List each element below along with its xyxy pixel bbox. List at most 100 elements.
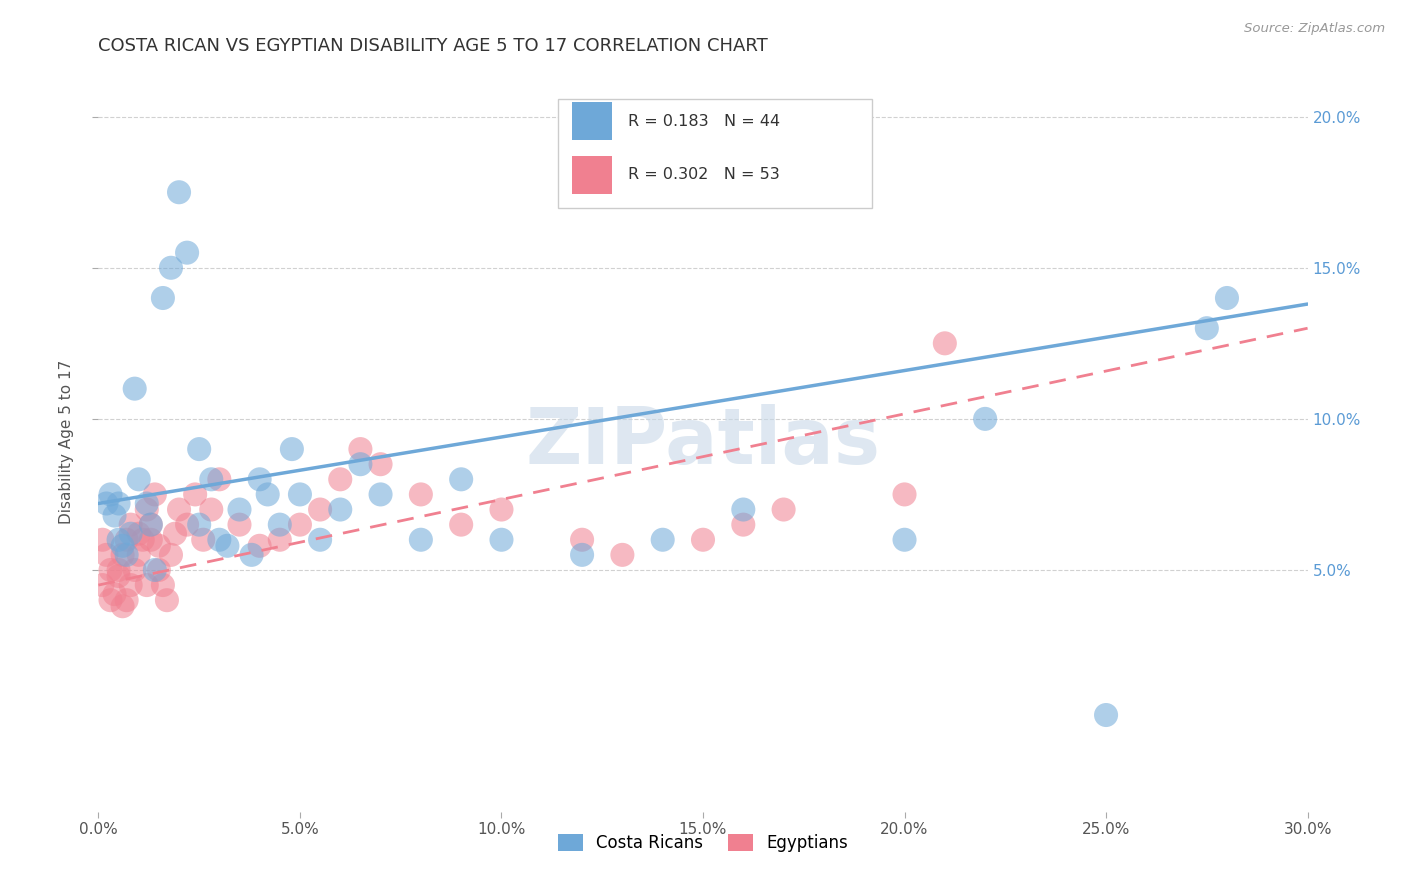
Point bbox=[309, 533, 332, 547]
Point bbox=[124, 382, 146, 396]
Point bbox=[893, 487, 915, 501]
Point bbox=[370, 487, 392, 501]
Point bbox=[91, 578, 114, 592]
Point bbox=[143, 563, 166, 577]
Point bbox=[893, 533, 915, 547]
Point bbox=[100, 487, 122, 501]
Point bbox=[450, 517, 472, 532]
Point bbox=[184, 487, 207, 501]
Point bbox=[135, 496, 157, 510]
Text: R = 0.183   N = 44: R = 0.183 N = 44 bbox=[628, 113, 780, 128]
Point bbox=[148, 539, 170, 553]
Point bbox=[100, 563, 122, 577]
Point bbox=[120, 578, 142, 592]
Point bbox=[612, 548, 634, 562]
Point bbox=[139, 533, 162, 547]
Text: ZIPatlas: ZIPatlas bbox=[526, 403, 880, 480]
Point bbox=[200, 502, 222, 516]
FancyBboxPatch shape bbox=[558, 99, 872, 209]
Point bbox=[772, 502, 794, 516]
Point bbox=[329, 472, 352, 486]
Point bbox=[111, 539, 134, 553]
Point bbox=[188, 517, 211, 532]
Point bbox=[176, 517, 198, 532]
Point bbox=[115, 548, 138, 562]
Point bbox=[107, 563, 129, 577]
Point bbox=[974, 412, 997, 426]
Point bbox=[120, 517, 142, 532]
Point bbox=[139, 517, 162, 532]
Point bbox=[132, 533, 155, 547]
Point bbox=[692, 533, 714, 547]
Point bbox=[208, 472, 231, 486]
Point bbox=[103, 587, 125, 601]
Point bbox=[111, 548, 134, 562]
Point bbox=[107, 533, 129, 547]
Point bbox=[571, 533, 593, 547]
Point bbox=[228, 502, 250, 516]
Point bbox=[188, 442, 211, 456]
Point bbox=[96, 548, 118, 562]
Point bbox=[491, 502, 513, 516]
Point bbox=[651, 533, 673, 547]
FancyBboxPatch shape bbox=[572, 102, 613, 140]
Point bbox=[193, 533, 215, 547]
Point bbox=[103, 508, 125, 523]
Point bbox=[491, 533, 513, 547]
Point bbox=[176, 245, 198, 260]
Point bbox=[100, 593, 122, 607]
Point bbox=[1216, 291, 1239, 305]
Point bbox=[107, 496, 129, 510]
Point bbox=[309, 502, 332, 516]
Point bbox=[111, 599, 134, 614]
Point bbox=[160, 260, 183, 275]
Point bbox=[160, 548, 183, 562]
Point bbox=[409, 487, 432, 501]
Point bbox=[115, 533, 138, 547]
Text: Source: ZipAtlas.com: Source: ZipAtlas.com bbox=[1244, 22, 1385, 36]
Legend: Costa Ricans, Egyptians: Costa Ricans, Egyptians bbox=[551, 828, 855, 859]
Point bbox=[934, 336, 956, 351]
Point bbox=[128, 548, 150, 562]
Point bbox=[240, 548, 263, 562]
Point bbox=[128, 526, 150, 541]
Point bbox=[349, 442, 371, 456]
Point bbox=[152, 291, 174, 305]
Point bbox=[115, 593, 138, 607]
Point bbox=[228, 517, 250, 532]
Point bbox=[249, 472, 271, 486]
Point bbox=[167, 502, 190, 516]
Point bbox=[124, 563, 146, 577]
Point bbox=[571, 548, 593, 562]
Point bbox=[128, 472, 150, 486]
Point bbox=[349, 457, 371, 471]
Point bbox=[450, 472, 472, 486]
Point bbox=[91, 533, 114, 547]
Text: R = 0.302   N = 53: R = 0.302 N = 53 bbox=[628, 168, 780, 182]
Point bbox=[96, 496, 118, 510]
Point bbox=[217, 539, 239, 553]
Point bbox=[256, 487, 278, 501]
Point bbox=[733, 517, 755, 532]
Point bbox=[107, 569, 129, 583]
Point bbox=[208, 533, 231, 547]
Point bbox=[143, 487, 166, 501]
Point bbox=[200, 472, 222, 486]
Point bbox=[163, 526, 186, 541]
Point bbox=[135, 578, 157, 592]
Point bbox=[148, 563, 170, 577]
Point bbox=[139, 517, 162, 532]
Point bbox=[409, 533, 432, 547]
Point bbox=[135, 502, 157, 516]
Point bbox=[249, 539, 271, 553]
Point bbox=[288, 487, 311, 501]
FancyBboxPatch shape bbox=[572, 155, 613, 194]
Point bbox=[167, 186, 190, 200]
Point bbox=[120, 526, 142, 541]
Point bbox=[281, 442, 304, 456]
Point bbox=[269, 517, 291, 532]
Point bbox=[329, 502, 352, 516]
Point bbox=[152, 578, 174, 592]
Y-axis label: Disability Age 5 to 17: Disability Age 5 to 17 bbox=[59, 359, 75, 524]
Point bbox=[269, 533, 291, 547]
